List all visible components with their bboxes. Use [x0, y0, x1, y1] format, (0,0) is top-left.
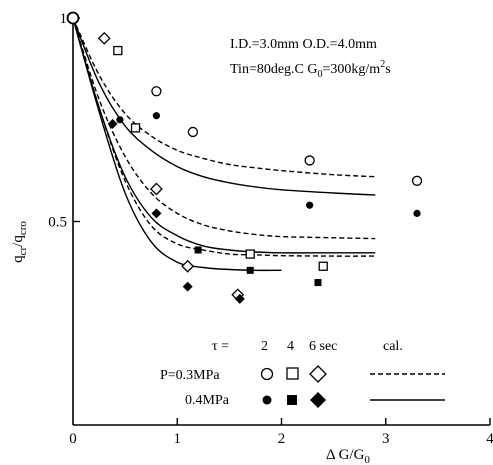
- point-square-open-tau4-3: [318, 261, 328, 271]
- x-tick-label-4: 4: [486, 431, 493, 447]
- markers-group: [66, 11, 423, 304]
- point-diamond-filled-tau6-3: [234, 293, 245, 304]
- legend: τ = 2 4 6 sec cal. P=0.3MPa 0.4MPa: [160, 339, 445, 408]
- calc-curve-tau2-p0.4: [72, 17, 376, 196]
- legend-tau-6: 6 sec: [309, 339, 337, 354]
- legend-row-04-label: 0.4MPa: [185, 393, 230, 408]
- point-circle-open-tau2-2: [304, 155, 315, 166]
- point-diamond-filled-tau6-1: [151, 208, 162, 219]
- calc-curve-tau2-p0.3: [72, 17, 376, 178]
- legend-filled-circle: [262, 395, 272, 405]
- x-tick-label-3: 3: [382, 431, 390, 447]
- legend-open-circle: [260, 367, 274, 381]
- legend-cal-label: cal.: [383, 339, 403, 354]
- y-label-main: q: [10, 255, 26, 263]
- y-tick-label-0: 0.5: [48, 215, 67, 231]
- cond2-mid: =300kg/m: [323, 62, 381, 77]
- legend-row-03-label: P=0.3MPa: [160, 368, 220, 383]
- origin-point: [66, 11, 80, 25]
- cond2-sup: 2: [380, 59, 385, 70]
- y-label-mid: /q: [10, 235, 26, 247]
- y-label-sub1: cr: [17, 247, 29, 256]
- point-circle-filled-tau2-1: [152, 112, 160, 120]
- legend-tau-2: 2: [261, 339, 268, 354]
- legend-open-diamond: [309, 365, 327, 383]
- point-circle-filled-tau2-2: [306, 201, 314, 209]
- x-label-main: Δ G/G: [326, 447, 365, 463]
- point-square-filled-tau4-1: [246, 266, 254, 274]
- point-square-filled-tau4-2: [314, 279, 322, 287]
- cond2-sub: 0: [318, 69, 323, 80]
- point-circle-open-tau2-3: [411, 175, 423, 186]
- point-square-open-tau4-1: [130, 123, 141, 133]
- conditions-line-2: Tin=80deg.C G0=300kg/m2s: [230, 59, 391, 80]
- x-tick-label-1: 1: [174, 431, 182, 447]
- y-label-sub2: cro: [17, 221, 29, 236]
- calc-curve-tau6-p0.3: [72, 17, 376, 257]
- calc-curve-tau6-p0.4: [72, 17, 282, 272]
- y-tick-label-1: 1: [60, 11, 68, 27]
- point-diamond-open-tau6-0: [97, 31, 111, 45]
- point-diamond-open-tau6-1: [149, 182, 163, 196]
- legend-tau-label: τ =: [212, 339, 229, 354]
- point-circle-filled-tau2-3: [413, 209, 421, 217]
- legend-tau-4: 4: [287, 339, 294, 354]
- cond2-suffix: s: [385, 62, 390, 77]
- point-diamond-filled-tau6-0: [107, 118, 118, 129]
- point-circle-open-tau2-0: [151, 86, 162, 97]
- point-circle-filled-tau2-0: [116, 116, 124, 124]
- point-square-open-tau4-0: [113, 45, 123, 56]
- point-circle-open-tau2-1: [187, 126, 199, 138]
- point-square-open-tau4-2: [245, 249, 255, 259]
- cond2-prefix: Tin=80deg.C G: [230, 62, 318, 77]
- legend-filled-diamond: [310, 392, 326, 408]
- x-tick-label-2: 2: [278, 431, 286, 447]
- curves-group: [72, 17, 376, 272]
- point-diamond-open-tau6-2: [181, 259, 195, 273]
- legend-open-square: [286, 367, 299, 380]
- x-tick-label-0: 0: [69, 431, 77, 447]
- conditions-line-1: I.D.=3.0mm O.D.=4.0mm: [230, 37, 377, 52]
- point-square-filled-tau4-0: [194, 246, 202, 254]
- point-diamond-filled-tau6-2: [182, 281, 193, 292]
- x-axis-label: Δ G/G0: [326, 447, 370, 465]
- x-label-sub: 0: [364, 454, 370, 465]
- calc-curve-tau4-p0.3: [72, 17, 376, 240]
- legend-filled-square: [287, 395, 297, 405]
- y-axis-label: qcr/qcro: [10, 221, 29, 263]
